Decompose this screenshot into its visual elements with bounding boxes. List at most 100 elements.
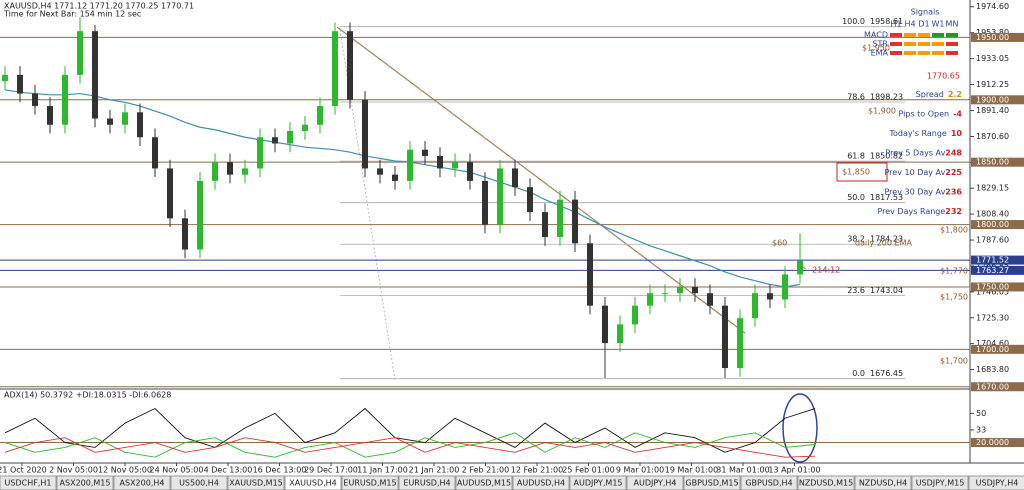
tab[interactable] xyxy=(398,475,456,490)
tab[interactable] xyxy=(911,475,969,490)
tab[interactable] xyxy=(227,475,285,490)
level-label: 1900.00 xyxy=(976,95,1009,104)
x-tick-label: 2 Nov 05:00 xyxy=(49,466,98,475)
x-tick-label: 21 Jan 21:00 xyxy=(409,466,460,475)
candle-body xyxy=(242,168,248,175)
candle-body xyxy=(572,199,578,244)
annotation: ^- 214:12 xyxy=(800,266,840,275)
tab-label[interactable]: EURUSD,M15 xyxy=(343,479,396,488)
level-tag xyxy=(971,265,1024,275)
tab[interactable] xyxy=(569,475,627,490)
signal-cell xyxy=(946,42,958,46)
signal-col: D1 xyxy=(918,20,929,29)
signal-col: W1 xyxy=(932,20,945,29)
x-tick-label: 12 Nov 05:00 xyxy=(98,466,152,475)
candle-body xyxy=(122,112,128,125)
fib-price: 1743.04 xyxy=(870,286,903,295)
level-label: 1750.00 xyxy=(976,282,1009,291)
candle-body xyxy=(737,318,743,369)
info-value: 225 xyxy=(945,168,962,177)
annotation: $1,950 xyxy=(862,44,890,53)
info-row: Prev 5 Days Av248 xyxy=(885,148,962,157)
adx-line xyxy=(4,437,816,458)
adx-level-tag xyxy=(971,438,1024,448)
tab-label[interactable]: US500,H4 xyxy=(179,479,219,488)
signals-title: Signals xyxy=(911,8,940,17)
tab-label[interactable]: XAUUSD,M15 xyxy=(229,479,283,488)
adx-tick-label: 50 xyxy=(976,409,986,418)
candle-body xyxy=(17,74,23,94)
tab[interactable] xyxy=(0,475,57,490)
signal-cell xyxy=(932,42,944,46)
annotation: $1,700 xyxy=(940,357,968,366)
tab-label[interactable]: USDJPY,M15 xyxy=(916,479,965,488)
tab-label[interactable]: AUDUSD,H4 xyxy=(517,479,565,488)
candle-body xyxy=(287,130,293,144)
tab-label[interactable]: AUDUSD,M15 xyxy=(457,479,511,488)
y-tick-label: 1933.05 xyxy=(976,54,1009,63)
trend-line xyxy=(336,26,746,334)
tab[interactable] xyxy=(284,475,342,490)
tab[interactable] xyxy=(170,475,228,490)
info-label: Prev 10 Day Av xyxy=(885,168,946,177)
level-label: 1850.00 xyxy=(976,158,1009,167)
fib-price: 1784.23 xyxy=(870,235,903,244)
tab-label[interactable]: XAUUSD,H4 xyxy=(289,479,337,488)
x-tick-label: 11 Jan 17:00 xyxy=(357,466,408,475)
fib-level: 78.6 xyxy=(847,93,865,102)
annotation: $60 xyxy=(772,239,787,248)
tab-label[interactable]: AUDJPY,M15 xyxy=(573,479,622,488)
adx-line xyxy=(4,407,816,453)
tab[interactable] xyxy=(854,475,912,490)
level-label: 1700.00 xyxy=(976,345,1009,354)
y-tick-label: 1683.80 xyxy=(976,365,1009,374)
signal-cell xyxy=(890,51,902,55)
fib-price: 1817.53 xyxy=(870,193,903,202)
tab[interactable] xyxy=(455,475,513,490)
tab[interactable] xyxy=(797,475,855,490)
info-row: Prev Days Range232 xyxy=(877,207,962,216)
x-tick-label: 24 Nov 05:00 xyxy=(150,466,204,475)
level-label: 1763.27 xyxy=(976,266,1009,275)
annotation: $1,800 xyxy=(940,226,968,235)
candle-body xyxy=(167,168,173,219)
tab-label[interactable]: AUDJPY,H4 xyxy=(633,479,676,488)
x-tick-label: 2 Feb 21:00 xyxy=(462,466,509,475)
signal-col: MN xyxy=(946,20,959,29)
candle-body xyxy=(32,93,38,107)
signal-cell xyxy=(932,51,944,55)
tab[interactable] xyxy=(626,475,684,490)
x-tick-label: 13 Apr 01:00 xyxy=(768,466,820,475)
fib-price: 1850.82 xyxy=(870,152,903,161)
info-row: Pips to Open -4 xyxy=(899,109,963,118)
candle-body xyxy=(542,212,548,238)
signal-cell xyxy=(904,33,916,37)
tab[interactable] xyxy=(113,475,171,490)
x-tick-label: 19 Mar 01:00 xyxy=(665,466,718,475)
annotation-box xyxy=(836,162,888,182)
level-label: 1800.00 xyxy=(976,220,1009,229)
tab-label[interactable]: NZDUSD,M15 xyxy=(799,479,853,488)
tab[interactable] xyxy=(968,475,1024,490)
candle-body xyxy=(632,305,638,325)
tab-label[interactable]: USDCHF,H1 xyxy=(5,479,52,488)
signal-row: STR xyxy=(872,40,888,49)
tab[interactable] xyxy=(683,475,741,490)
tab[interactable] xyxy=(56,475,114,490)
candle-body xyxy=(587,243,593,306)
tab-label[interactable]: EURUSD,H4 xyxy=(403,479,450,488)
candle-body xyxy=(227,162,233,175)
tab-label[interactable]: ASX200,H4 xyxy=(120,479,165,488)
tab-label[interactable]: NZDUSD,H4 xyxy=(859,479,907,488)
adx-tick-label: 33 xyxy=(976,425,986,434)
tab-label[interactable]: GBPUSD,H4 xyxy=(745,479,792,488)
tab[interactable] xyxy=(512,475,570,490)
level-tag xyxy=(971,382,1024,392)
tab[interactable] xyxy=(740,475,798,490)
tab[interactable] xyxy=(341,475,399,490)
tab-label[interactable]: ASX200,M15 xyxy=(60,479,111,488)
tab-label[interactable]: USDJPY,H4 xyxy=(976,479,1019,488)
tab-label[interactable]: GBPUSD,M15 xyxy=(685,479,738,488)
ema-line xyxy=(4,89,801,288)
